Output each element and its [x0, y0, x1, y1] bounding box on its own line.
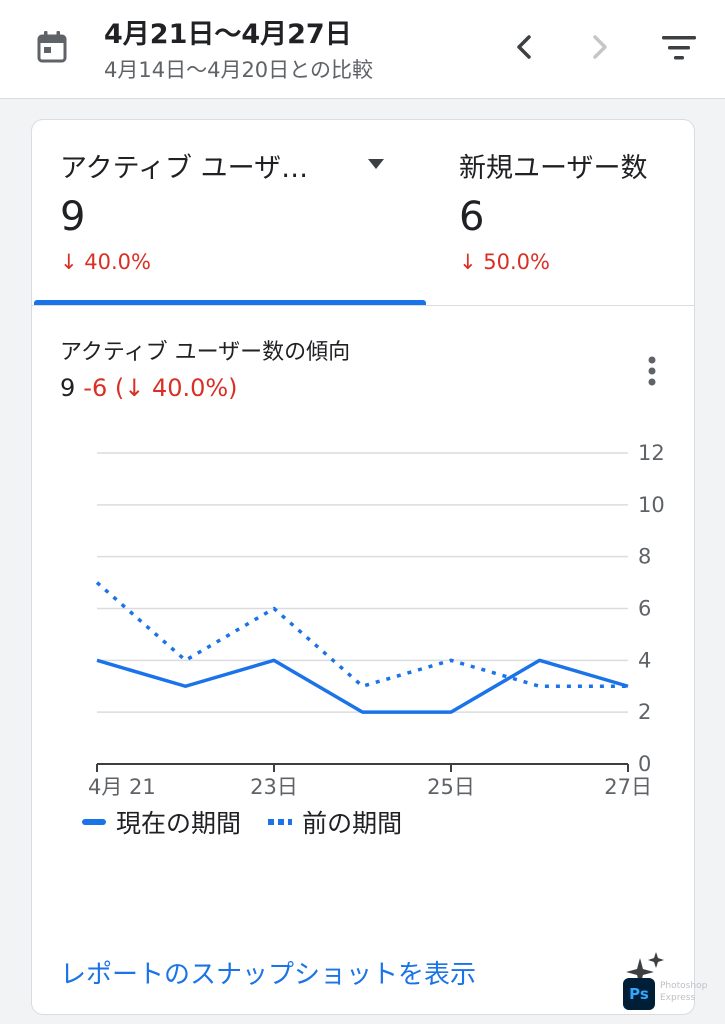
- y-tick-label: 8: [638, 545, 651, 569]
- calendar-icon[interactable]: [36, 30, 68, 64]
- legend-item-previous[interactable]: 前の期間: [268, 804, 402, 840]
- watermark-text: Photoshop Express: [660, 981, 708, 1003]
- x-tick-label: 23日: [250, 775, 298, 799]
- metric-tab-new-users[interactable]: 新規ユーザー数 6 ↓ 50.0%: [442, 120, 694, 306]
- metric-label: アクティブ ユーザ…: [60, 153, 309, 184]
- top-app-bar: 4月21日〜4月27日 4月14日〜4月20日との比較: [0, 0, 725, 99]
- divider: [32, 305, 694, 306]
- metric-value: 6: [459, 194, 485, 240]
- active-tab-indicator: [34, 300, 426, 305]
- y-tick-label: 12: [638, 441, 665, 465]
- y-tick-label: 0: [638, 752, 651, 776]
- chart-legend: 現在の期間 前の期間: [82, 804, 424, 838]
- metric-change: ↓ 40.0%: [60, 250, 151, 274]
- y-tick-label: 10: [638, 493, 665, 517]
- metric-change: ↓ 50.0%: [459, 250, 550, 274]
- view-snapshot-link[interactable]: レポートのスナップショットを表示: [60, 960, 477, 990]
- photoshop-logo-icon: Ps: [623, 978, 655, 1010]
- metrics-card: アクティブ ユーザ… 9 ↓ 40.0% 新規ユーザー数 6 ↓ 50.0% ア…: [31, 119, 695, 1015]
- current-period-line: [96, 658, 629, 714]
- filter-icon[interactable]: [660, 32, 700, 64]
- x-tick-label: 4月 21: [88, 775, 156, 799]
- more-vert-icon[interactable]: [642, 352, 662, 392]
- chart-summary: 9 -6 (↓ 40.0%): [60, 374, 238, 402]
- x-tick-label: 25日: [427, 775, 475, 799]
- summary-delta: -6 (↓ 40.0%): [83, 374, 238, 402]
- sparkle-icon[interactable]: [626, 950, 666, 990]
- trend-line-chart: 0 2 4 6 8 10 12 4月 21 23日 25日 27日: [88, 441, 665, 799]
- metric-value: 9: [60, 194, 86, 240]
- y-tick-label: 4: [638, 648, 651, 672]
- legend-label: 前の期間: [302, 809, 403, 838]
- y-tick-label: 6: [638, 597, 651, 621]
- chevron-left-icon[interactable]: [508, 30, 542, 64]
- dotted-line-swatch: [268, 819, 293, 825]
- metric-label: 新規ユーザー数: [459, 153, 648, 184]
- y-tick-label: 2: [638, 700, 651, 724]
- x-tick-label: 27日: [604, 775, 652, 799]
- metric-tab-active-users[interactable]: アクティブ ユーザ… 9 ↓ 40.0%: [32, 120, 424, 306]
- summary-value: 9: [60, 374, 76, 402]
- previous-period-line: [95, 581, 628, 688]
- chart-title: アクティブ ユーザー数の傾向: [60, 340, 351, 365]
- legend-label: 現在の期間: [116, 809, 242, 838]
- dropdown-arrow-icon[interactable]: [366, 156, 386, 170]
- solid-line-swatch: [82, 819, 106, 825]
- comparison-range: 4月14日〜4月20日との比較: [104, 58, 373, 82]
- chevron-right-icon: [582, 30, 616, 64]
- legend-item-current[interactable]: 現在の期間: [82, 804, 241, 840]
- date-range-title[interactable]: 4月21日〜4月27日: [104, 19, 352, 50]
